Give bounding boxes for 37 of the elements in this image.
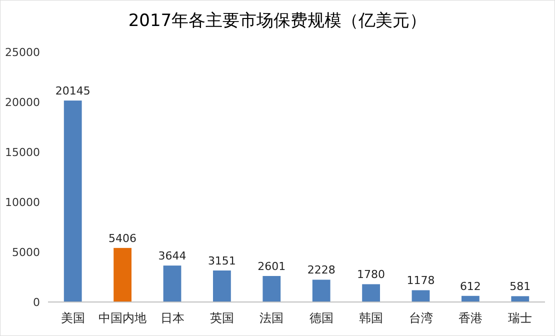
data-label: 5406 xyxy=(108,232,137,245)
bar xyxy=(114,248,132,302)
y-tick-label: 15000 xyxy=(5,146,40,159)
bar xyxy=(64,100,82,302)
x-tick-label: 中国内地 xyxy=(98,311,147,325)
x-tick-label: 韩国 xyxy=(359,311,384,325)
data-label: 2228 xyxy=(307,264,336,277)
data-label: 1178 xyxy=(406,274,435,288)
y-tick-label: 10000 xyxy=(5,196,40,209)
x-tick-label: 美国 xyxy=(60,311,85,325)
bar xyxy=(312,280,330,302)
y-tick-label: 0 xyxy=(33,296,40,309)
data-label: 3644 xyxy=(158,250,186,263)
x-tick-label: 香港 xyxy=(458,311,482,325)
data-label: 20145 xyxy=(55,84,90,98)
y-tick-label: 5000 xyxy=(12,246,40,259)
bar xyxy=(163,266,182,302)
data-label: 2601 xyxy=(258,260,286,273)
bar xyxy=(362,284,380,302)
data-label: 581 xyxy=(510,280,531,294)
y-tick-label: 20000 xyxy=(5,96,40,109)
x-tick-label: 瑞士 xyxy=(508,311,532,325)
data-label: 612 xyxy=(460,280,481,293)
bar xyxy=(511,296,530,302)
x-tick-label: 德国 xyxy=(309,311,334,325)
chart-title: 2017年各主要市场保费规模（亿美元） xyxy=(128,11,427,31)
x-tick-label: 日本 xyxy=(160,311,184,325)
y-tick-label: 25000 xyxy=(5,46,40,59)
x-tick-label: 英国 xyxy=(210,311,234,325)
bar xyxy=(213,270,231,302)
data-label: 3151 xyxy=(208,254,236,268)
bar xyxy=(262,276,281,302)
x-tick-label: 法国 xyxy=(260,311,284,325)
x-tick-label: 台湾 xyxy=(408,311,433,325)
bar xyxy=(462,296,480,302)
bar xyxy=(412,290,430,302)
data-label: 1780 xyxy=(357,268,386,282)
